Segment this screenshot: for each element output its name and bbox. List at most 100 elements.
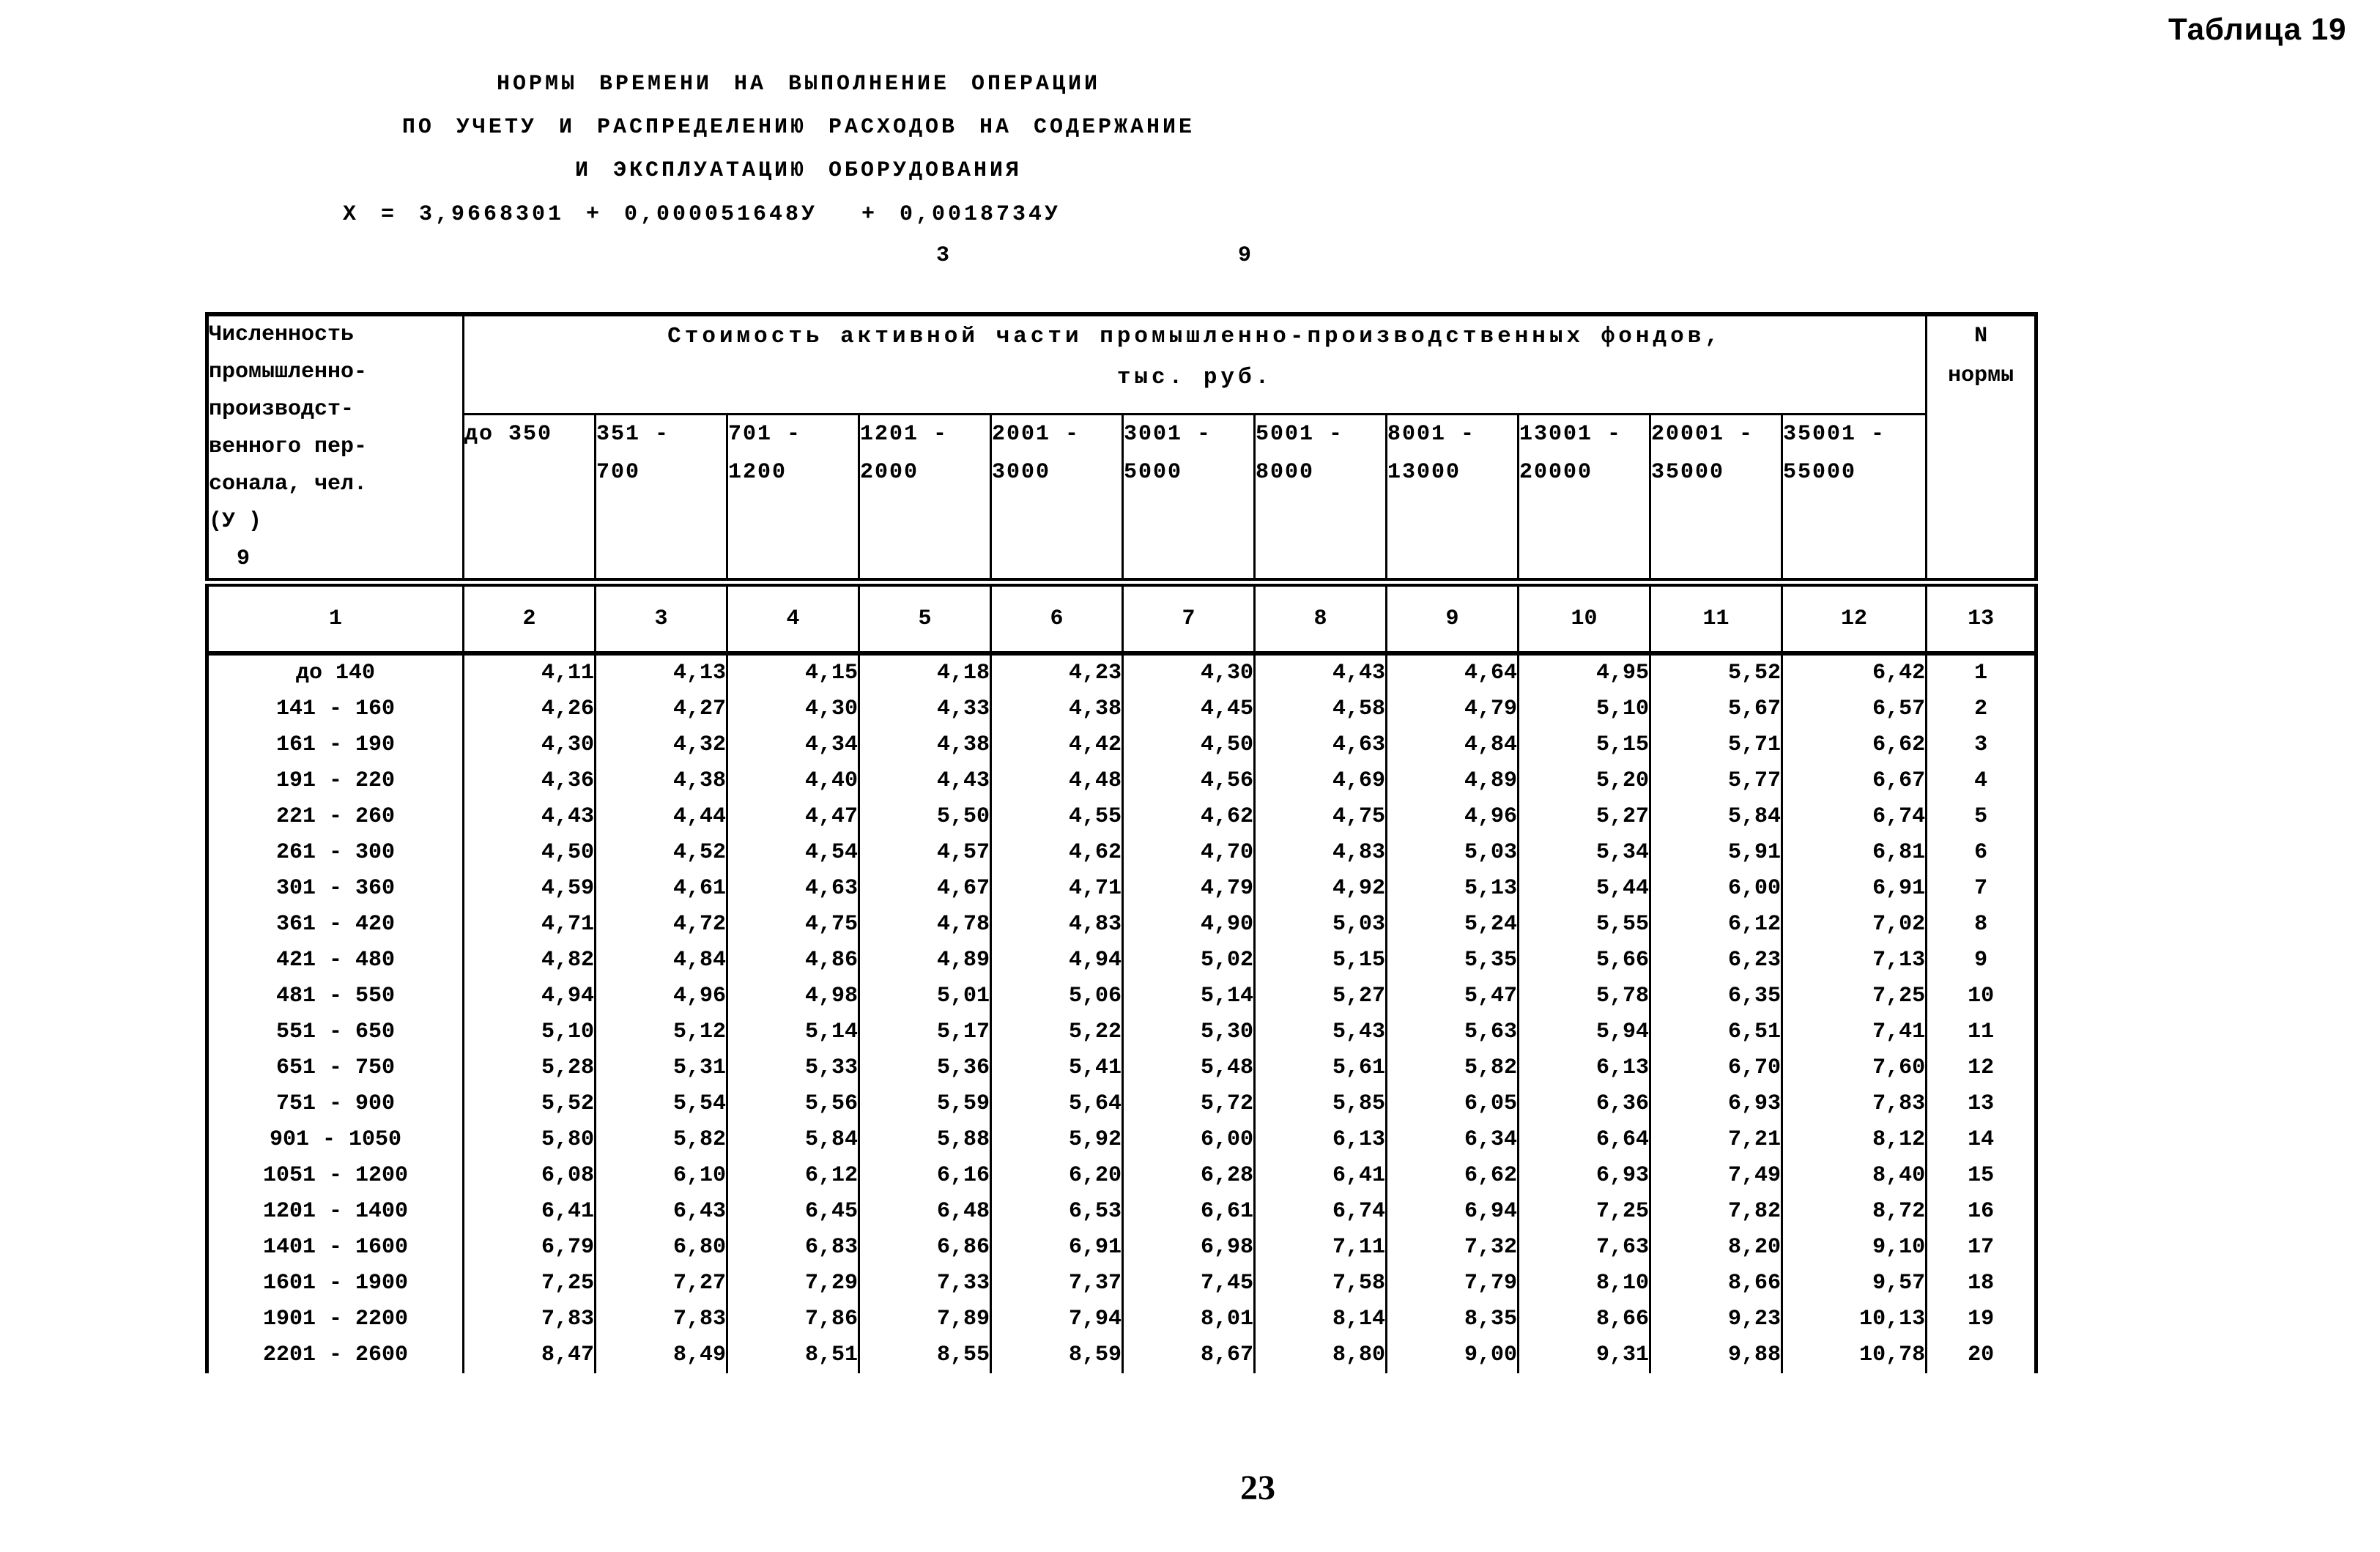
header-row-ranges: до 350 351 - 700 701 - 1200 1201 - 2000 2001 - 3… bbox=[207, 414, 2036, 582]
norm-value-cell: 8,80 bbox=[1253, 1337, 1387, 1373]
norm-value-cell: 5,22 bbox=[990, 1014, 1124, 1050]
norm-value-cell: 4,56 bbox=[1122, 763, 1256, 799]
norm-value-cell: 4,52 bbox=[594, 835, 728, 871]
norm-value-cell: 5,27 bbox=[1517, 799, 1651, 835]
table-row: 2201 - 2600 8,47 8,49 8,51 8,55 8,59 8,67 8,80 9… bbox=[206, 1337, 2038, 1373]
norm-value-cell: 7,83 bbox=[462, 1302, 596, 1337]
norm-value-cell: 8,14 bbox=[1253, 1302, 1387, 1337]
norm-number-cell: 2 bbox=[1925, 691, 2038, 727]
range-header-line: 701 - bbox=[728, 421, 802, 447]
norm-value-cell: 6,05 bbox=[1385, 1086, 1519, 1122]
norm-value-cell: 6,13 bbox=[1253, 1122, 1387, 1158]
norm-value-cell: 5,48 bbox=[1122, 1050, 1256, 1086]
norm-value-cell: 8,10 bbox=[1517, 1266, 1651, 1302]
table-data-body: до 140 4,11 4,13 4,15 4,18 4,23 4,30 4,43 4,64 4,… bbox=[206, 653, 2038, 1373]
norm-value-cell: 7,32 bbox=[1385, 1230, 1519, 1266]
personnel-header-line: сонала, чел. bbox=[209, 472, 368, 497]
personnel-range-cell: 651 - 750 bbox=[206, 1050, 464, 1086]
norm-value-cell: 4,61 bbox=[594, 871, 728, 907]
norm-value-cell: 4,90 bbox=[1122, 907, 1256, 943]
norms-table-wrapper: Численность промышленно-производст-венног… bbox=[205, 312, 2039, 1373]
norm-value-cell: 4,62 bbox=[1122, 799, 1256, 835]
norm-value-cell: 8,59 bbox=[990, 1337, 1124, 1373]
range-header-cell: 8001 - 13000 bbox=[1385, 414, 1519, 582]
norm-number-cell: 12 bbox=[1925, 1050, 2038, 1086]
norm-value-cell: 7,41 bbox=[1780, 1014, 1928, 1050]
column-number-row: 1 2 3 4 5 6 7 8 9 10 11 12 13 bbox=[206, 578, 2038, 656]
norm-value-cell: 7,83 bbox=[1780, 1086, 1928, 1122]
norm-value-cell: 6,43 bbox=[594, 1194, 728, 1230]
norm-value-cell: 4,78 bbox=[858, 907, 992, 943]
column-number-cell: 7 bbox=[1122, 578, 1256, 656]
norm-value-cell: 4,42 bbox=[990, 727, 1124, 763]
personnel-range-cell: 1901 - 2200 bbox=[206, 1302, 464, 1337]
norm-number-cell: 19 bbox=[1925, 1302, 2038, 1337]
norm-value-cell: 5,52 bbox=[462, 1086, 596, 1122]
norm-value-cell: 7,25 bbox=[1517, 1194, 1651, 1230]
norm-header-line-1: N bbox=[1974, 324, 1988, 349]
formula-line: X = 3,9668301 + 0,000051648У + 0,0018734… bbox=[342, 202, 1061, 227]
norm-number-column-header: N нормы bbox=[1925, 314, 2038, 582]
norm-value-cell: 5,15 bbox=[1517, 727, 1651, 763]
norm-value-cell: 8,40 bbox=[1780, 1158, 1928, 1194]
norm-value-cell: 5,13 bbox=[1385, 871, 1519, 907]
norm-value-cell: 4,23 bbox=[990, 653, 1124, 691]
norm-value-cell: 8,72 bbox=[1780, 1194, 1928, 1230]
personnel-header-line: производст- bbox=[209, 397, 355, 422]
norm-value-cell: 6,35 bbox=[1649, 979, 1783, 1014]
personnel-header-line: венного пер- bbox=[209, 434, 368, 459]
range-header-line: 5000 bbox=[1124, 459, 1183, 485]
norm-value-cell: 4,75 bbox=[726, 907, 860, 943]
norm-value-cell: 4,94 bbox=[462, 979, 596, 1014]
norm-value-cell: 4,38 bbox=[990, 691, 1124, 727]
norm-value-cell: 5,88 bbox=[858, 1122, 992, 1158]
norm-value-cell: 7,82 bbox=[1649, 1194, 1783, 1230]
norm-number-cell: 3 bbox=[1925, 727, 2038, 763]
range-header-line: 351 - bbox=[596, 421, 670, 447]
formula-subscript-line: 3 9 bbox=[342, 243, 1255, 268]
norm-value-cell: 6,81 bbox=[1780, 835, 1928, 871]
norm-value-cell: 5,14 bbox=[1122, 979, 1256, 1014]
personnel-range-cell: 261 - 300 bbox=[206, 835, 464, 871]
norm-value-cell: 5,59 bbox=[858, 1086, 992, 1122]
norm-value-cell: 5,20 bbox=[1517, 763, 1651, 799]
table-corner-label: Таблица 19 bbox=[2168, 12, 2347, 46]
range-header-cell: 5001 - 8000 bbox=[1253, 414, 1387, 582]
norm-value-cell: 4,27 bbox=[594, 691, 728, 727]
norm-value-cell: 6,62 bbox=[1780, 727, 1928, 763]
norm-value-cell: 8,66 bbox=[1649, 1266, 1783, 1302]
norm-value-cell: 5,30 bbox=[1122, 1014, 1256, 1050]
range-header-line: 13000 bbox=[1387, 459, 1461, 485]
range-header-line: 20001 - bbox=[1651, 421, 1754, 447]
norm-value-cell: 6,61 bbox=[1122, 1194, 1256, 1230]
norm-value-cell: 6,12 bbox=[726, 1158, 860, 1194]
norm-value-cell: 4,82 bbox=[462, 943, 596, 979]
norm-value-cell: 7,11 bbox=[1253, 1230, 1387, 1266]
range-header-cell: 13001 - 20000 bbox=[1517, 414, 1651, 582]
cost-group-header: Стоимость активной части промышленно-про… bbox=[461, 314, 1928, 415]
personnel-range-cell: 1401 - 1600 bbox=[206, 1230, 464, 1266]
range-header-line: 35000 bbox=[1651, 459, 1725, 485]
norm-value-cell: 9,10 bbox=[1780, 1230, 1928, 1266]
norm-value-cell: 6,74 bbox=[1780, 799, 1928, 835]
norm-value-cell: 7,79 bbox=[1385, 1266, 1519, 1302]
range-header-line: 8000 bbox=[1256, 459, 1315, 485]
norm-value-cell: 5,82 bbox=[1385, 1050, 1519, 1086]
norm-value-cell: 4,84 bbox=[594, 943, 728, 979]
norm-value-cell: 5,15 bbox=[1253, 943, 1387, 979]
title-line-1: НОРМЫ ВРЕМЕНИ НА ВЫПОЛНЕНИЕ ОПЕРАЦИИ bbox=[496, 72, 1101, 97]
personnel-range-cell: 1201 - 1400 bbox=[206, 1194, 464, 1230]
personnel-range-cell: 161 - 190 bbox=[206, 727, 464, 763]
norm-number-cell: 14 bbox=[1925, 1122, 2038, 1158]
column-number-cell: 13 bbox=[1925, 578, 2038, 656]
table-row: 1901 - 2200 7,83 7,83 7,86 7,89 7,94 8,01 8,14 8… bbox=[206, 1302, 2038, 1337]
norm-value-cell: 4,43 bbox=[462, 799, 596, 835]
norm-value-cell: 6,70 bbox=[1649, 1050, 1783, 1086]
norm-value-cell: 6,64 bbox=[1517, 1122, 1651, 1158]
personnel-header-line: (У ) bbox=[209, 509, 262, 534]
norm-value-cell: 8,55 bbox=[858, 1337, 992, 1373]
norm-value-cell: 6,91 bbox=[990, 1230, 1124, 1266]
norm-value-cell: 4,38 bbox=[594, 763, 728, 799]
norm-number-cell: 18 bbox=[1925, 1266, 2038, 1302]
norm-value-cell: 6,93 bbox=[1517, 1158, 1651, 1194]
